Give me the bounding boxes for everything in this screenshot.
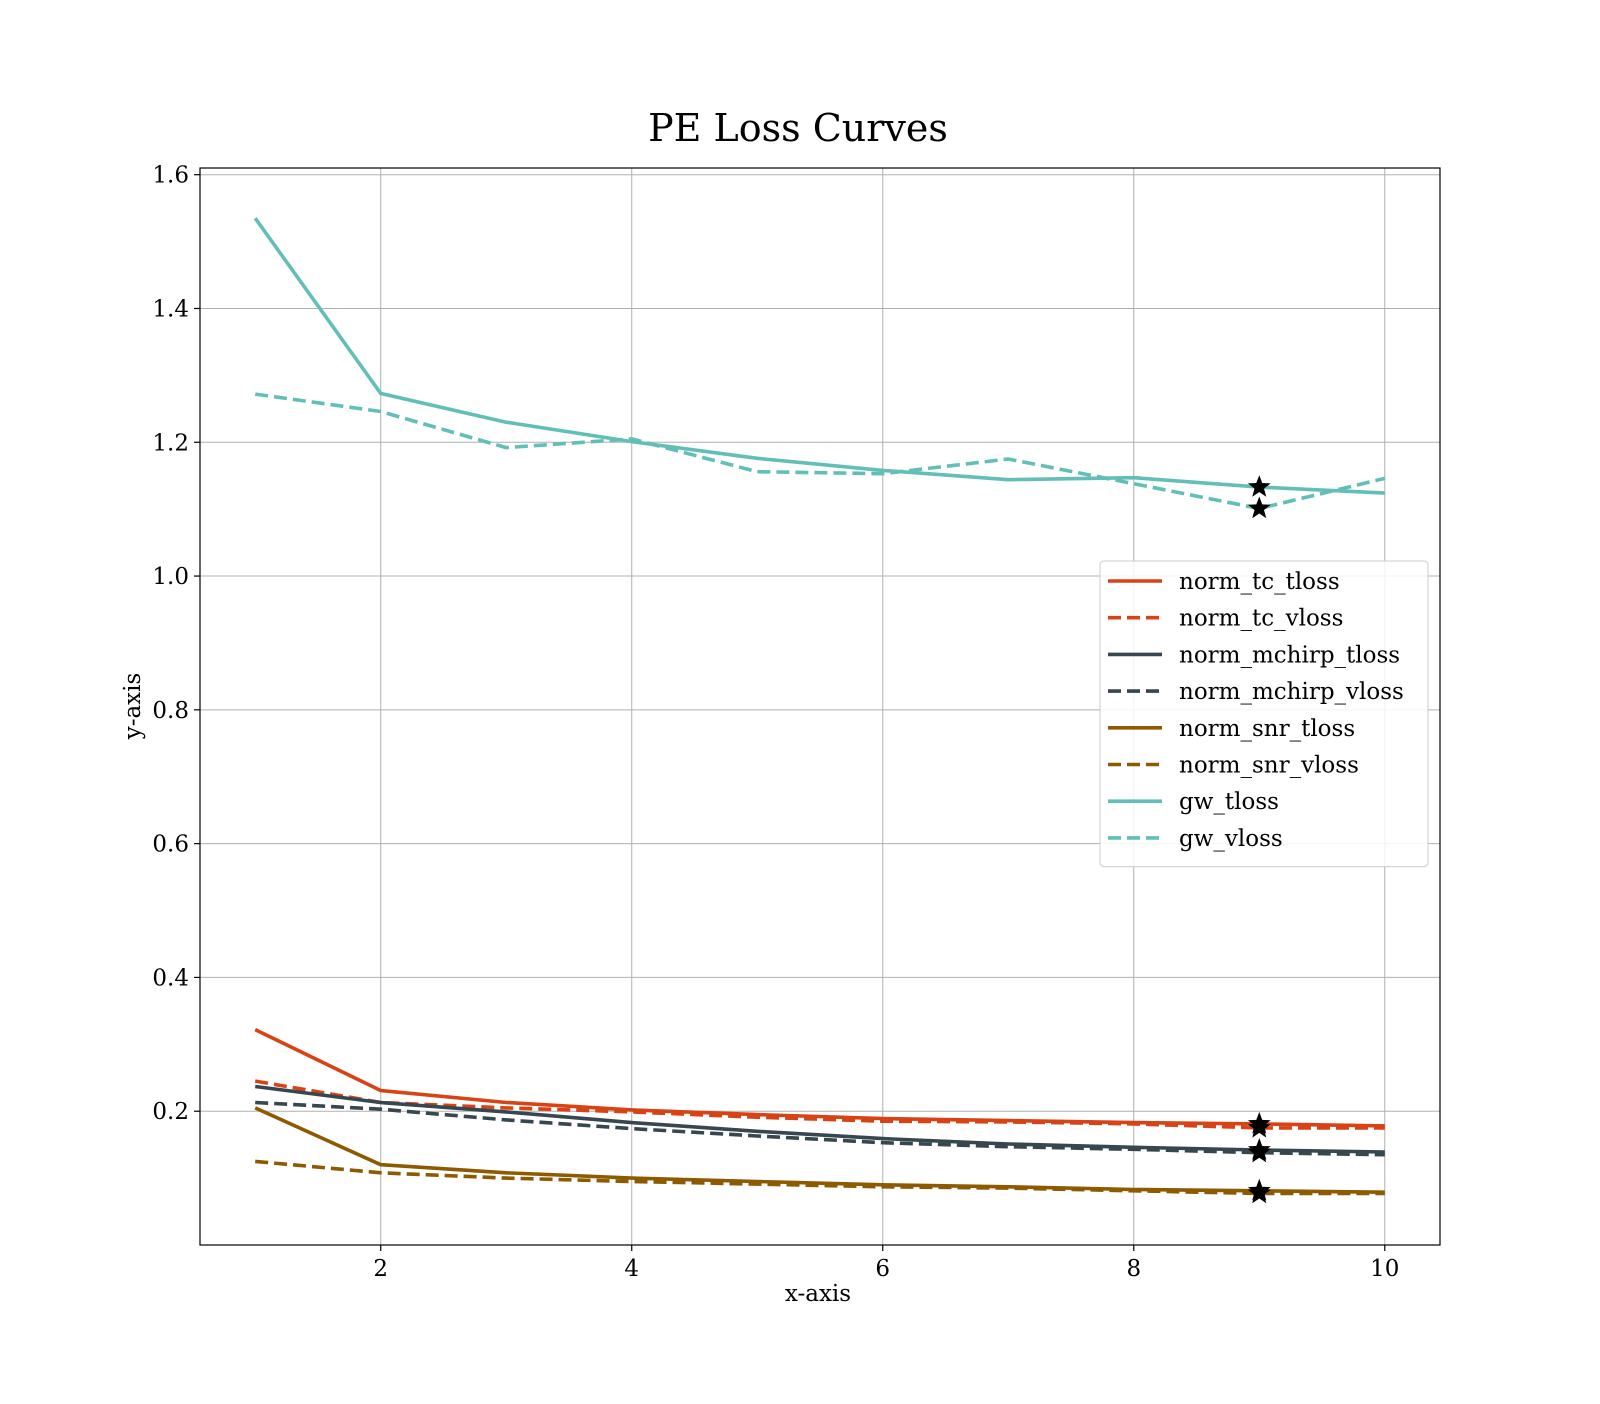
series-line-norm-mchirp-vloss — [255, 1100, 1385, 1157]
y-tick-label: 0.4 — [152, 965, 189, 991]
plot-frame — [199, 167, 1441, 1246]
series-line-norm-mchirp-tloss — [254, 1084, 1385, 1154]
series-line-norm-snr-tloss — [254, 1106, 1385, 1194]
legend-label-gw-tloss: gw_tloss — [1179, 789, 1279, 815]
legend-label-norm-tc-tloss: norm_tc_tloss — [1179, 569, 1340, 595]
series-line-norm-tc-vloss — [254, 1079, 1385, 1130]
y-tick-label: 0.2 — [152, 1099, 189, 1125]
chart-title: PE Loss Curves — [648, 106, 948, 150]
legend-label-norm-snr-vloss: norm_snr_vloss — [1179, 753, 1359, 779]
series-lines — [253, 217, 1386, 1196]
legend-label-norm-tc-vloss: norm_tc_vloss — [1179, 606, 1343, 632]
x-axis-label: x-axis — [785, 1281, 851, 1307]
best-marker-norm-tc-vloss — [1247, 1115, 1271, 1138]
x-tick-label: 8 — [1126, 1256, 1141, 1282]
best-marker-norm-snr-vloss — [1247, 1181, 1271, 1204]
x-tick-label: 4 — [624, 1256, 639, 1282]
legend-label-norm-snr-tloss: norm_snr_tloss — [1179, 716, 1355, 742]
x-tick-label: 2 — [373, 1256, 388, 1282]
series-line-gw-vloss — [254, 392, 1386, 511]
x-tick-label: 10 — [1370, 1256, 1399, 1282]
y-tick-label: 1.6 — [152, 163, 189, 189]
legend-label-gw-vloss: gw_vloss — [1179, 826, 1283, 852]
best-marker-gw-tloss — [1247, 475, 1271, 497]
x-tick-label: 6 — [875, 1256, 890, 1282]
best-markers — [1247, 475, 1271, 1204]
y-tick-label: 0.8 — [152, 698, 189, 724]
best-marker-gw-vloss — [1247, 496, 1271, 519]
legend-label-norm-mchirp-tloss: norm_mchirp_tloss — [1179, 642, 1400, 668]
y-axis-label: y-axis — [120, 673, 146, 741]
axis-ticks: 2 4 6 8 10 0.2 0.4 0.6 0.8 1.0 1.2 1.4 1.6 — [152, 163, 1399, 1282]
series-line-norm-snr-vloss — [255, 1159, 1385, 1196]
y-tick-label: 1.4 — [152, 296, 189, 322]
legend-box — [1099, 560, 1429, 868]
y-tick-label: 0.6 — [152, 832, 189, 858]
legend: norm_tc_tloss norm_tc_vloss norm_mchirp_tl… — [1099, 560, 1429, 868]
best-marker-norm-mchirp-vloss — [1247, 1140, 1271, 1163]
series-line-norm-tc-tloss — [254, 1027, 1385, 1128]
series-line-gw-tloss — [253, 217, 1385, 495]
y-tick-label: 1.0 — [152, 564, 189, 590]
y-tick-label: 1.2 — [152, 430, 189, 456]
legend-label-norm-mchirp-vloss: norm_mchirp_vloss — [1179, 679, 1404, 705]
